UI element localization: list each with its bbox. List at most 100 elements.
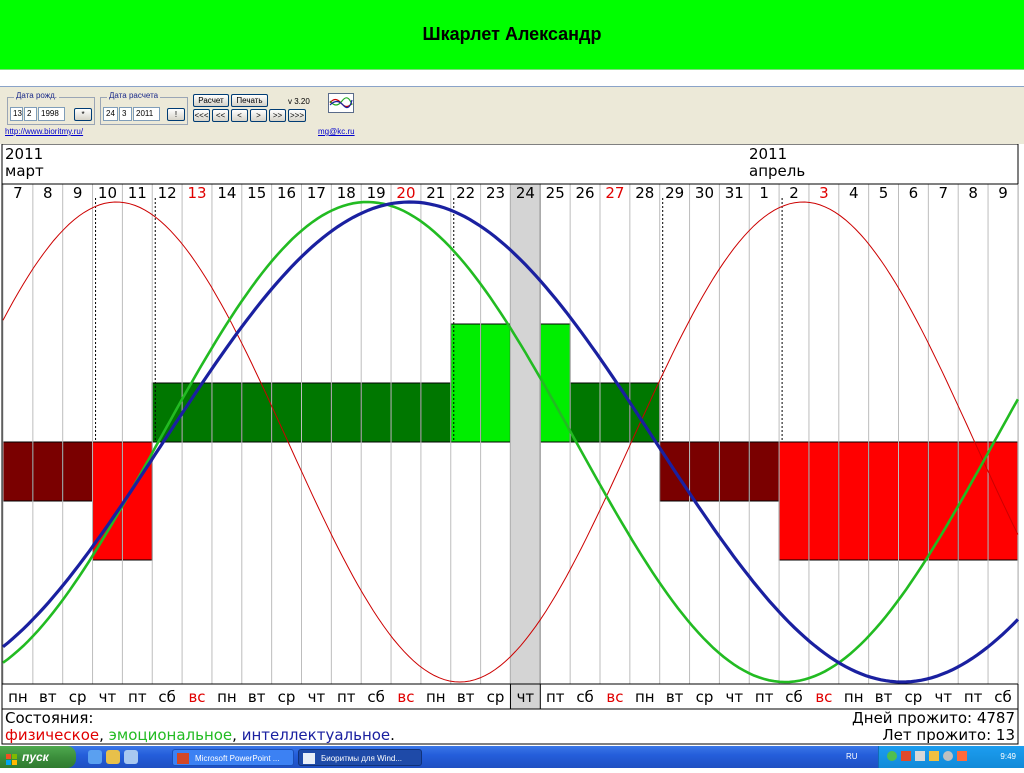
legend-physical: физическое — [5, 726, 99, 744]
day-number-label: 28 — [635, 184, 654, 202]
nav-back-far-button[interactable]: <<< — [193, 109, 210, 122]
tray-network-icon[interactable] — [887, 751, 897, 761]
weekday-label: сб — [785, 688, 803, 706]
weekday-label: вс — [397, 688, 414, 706]
weekday-label: ср — [69, 688, 87, 706]
calculate-button[interactable]: Расчет — [193, 94, 229, 107]
state-bar — [927, 441, 959, 561]
weekday-label: вс — [606, 688, 623, 706]
birth-date-label: Дата рожд. — [14, 91, 59, 100]
nav-forward-medium-button[interactable]: >> — [269, 109, 286, 122]
weekday-label: пт — [755, 688, 774, 706]
taskbar-item-powerpoint[interactable]: Microsoft PowerPoint ... — [172, 749, 294, 766]
day-number-label: 23 — [486, 184, 505, 202]
calc-month-field[interactable]: 3 — [119, 107, 132, 121]
days-lived-label: Дней прожито: 4787 — [852, 709, 1015, 727]
internet-explorer-icon[interactable] — [88, 750, 102, 764]
save-icon[interactable] — [124, 750, 138, 764]
nav-forward-far-button[interactable]: >>> — [288, 109, 306, 122]
biorhythm-app-window: Дата рожд. 13 2 1998 * Дата расчета 24 3… — [0, 86, 1024, 746]
nav-back-button[interactable]: < — [231, 109, 248, 122]
birth-month-field[interactable]: 2 — [24, 107, 37, 121]
windows-taskbar: пуск Microsoft PowerPoint ... Биоритмы д… — [0, 746, 1024, 768]
day-number-label: 24 — [516, 184, 535, 202]
biorhythm-curve-line — [1, 200, 1020, 684]
media-player-icon[interactable] — [106, 750, 120, 764]
tray-update-icon[interactable] — [943, 751, 953, 761]
day-number-label: 31 — [725, 184, 744, 202]
weekday-label: пн — [844, 688, 864, 706]
tray-security-icon[interactable] — [929, 751, 939, 761]
year-left-label: 2011 — [5, 145, 43, 163]
tray-antivirus-icon[interactable] — [901, 751, 911, 761]
control-panel: Дата рожд. 13 2 1998 * Дата расчета 24 3… — [0, 86, 1024, 144]
birth-day-field[interactable]: 13 — [10, 107, 23, 121]
day-number-label: 18 — [337, 184, 356, 202]
nav-back-medium-button[interactable]: << — [212, 109, 229, 122]
nav-forward-button[interactable]: > — [250, 109, 267, 122]
tray-volume-icon[interactable] — [915, 751, 925, 761]
weekday-label: вс — [815, 688, 832, 706]
taskbar-item-biorhythms[interactable]: Биоритмы для Wind... — [298, 749, 422, 766]
language-indicator[interactable]: RU — [846, 752, 858, 761]
weekday-label: пт — [546, 688, 565, 706]
version-label: v 3.20 — [288, 97, 310, 106]
month-right-label: апрель — [749, 162, 805, 180]
day-number-label: 22 — [456, 184, 475, 202]
state-bar — [330, 382, 362, 443]
start-button[interactable]: пуск — [0, 746, 76, 768]
calc-date-group: Дата расчета 24 3 2011 ! — [100, 91, 188, 125]
calc-year-field[interactable]: 2011 — [133, 107, 160, 121]
state-bar — [748, 441, 780, 502]
state-bar — [450, 323, 482, 443]
legend-separator: , — [232, 726, 242, 744]
day-number-label: 16 — [277, 184, 296, 202]
biorhythm-curve-line — [2, 201, 1019, 683]
legend-separator: , — [99, 726, 109, 744]
day-number-label: 1 — [759, 184, 769, 202]
legend-end: . — [390, 726, 395, 744]
weekday-label: чт — [99, 688, 117, 706]
weekday-label: чт — [934, 688, 952, 706]
weekday-label: чт — [726, 688, 744, 706]
biorhythm-logo-icon — [328, 93, 354, 113]
calc-day-field[interactable]: 24 — [103, 107, 118, 121]
day-number-label: 10 — [98, 184, 117, 202]
day-number-label: 20 — [396, 184, 415, 202]
calc-date-set-button[interactable]: ! — [167, 108, 185, 121]
weekday-label: вс — [188, 688, 205, 706]
biorhythm-curve-line — [2, 200, 1020, 684]
state-bar — [569, 382, 601, 443]
weekday-label: вт — [666, 688, 684, 706]
email-link[interactable]: mg@kc.ru — [318, 127, 355, 136]
powerpoint-icon — [177, 753, 189, 764]
legend-intellectual: интеллектуальное — [242, 726, 390, 744]
state-bar — [32, 441, 64, 502]
state-bar — [241, 382, 273, 443]
state-bar — [599, 382, 631, 443]
year-right-label: 2011 — [749, 145, 787, 163]
state-bar — [301, 382, 332, 443]
website-link[interactable]: http://www.bioritmy.ru/ — [5, 127, 84, 136]
month-left-label: март — [5, 162, 44, 180]
biorhythms-app-icon — [303, 753, 315, 764]
state-bar — [838, 441, 870, 561]
windows-flag-icon — [6, 751, 18, 765]
weekday-label: пн — [426, 688, 446, 706]
weekday-label: вт — [875, 688, 893, 706]
day-number-label: 8 — [968, 184, 978, 202]
day-number-label: 6 — [909, 184, 919, 202]
tray-app-icon[interactable] — [957, 751, 967, 761]
years-lived-label: Лет прожито: 13 — [882, 726, 1015, 744]
start-label: пуск — [22, 750, 49, 764]
state-bar — [211, 382, 243, 443]
day-number-label: 9 — [998, 184, 1008, 202]
weekday-label: сб — [158, 688, 176, 706]
legend-title: Состояния: — [5, 709, 93, 727]
birth-date-set-button[interactable]: * — [74, 108, 92, 121]
birth-year-field[interactable]: 1998 — [38, 107, 65, 121]
day-number-label: 26 — [576, 184, 595, 202]
print-button[interactable]: Печать — [231, 94, 268, 107]
state-bar — [390, 382, 422, 443]
legend-line: физическое, эмоциональное, интеллектуаль… — [5, 726, 395, 744]
